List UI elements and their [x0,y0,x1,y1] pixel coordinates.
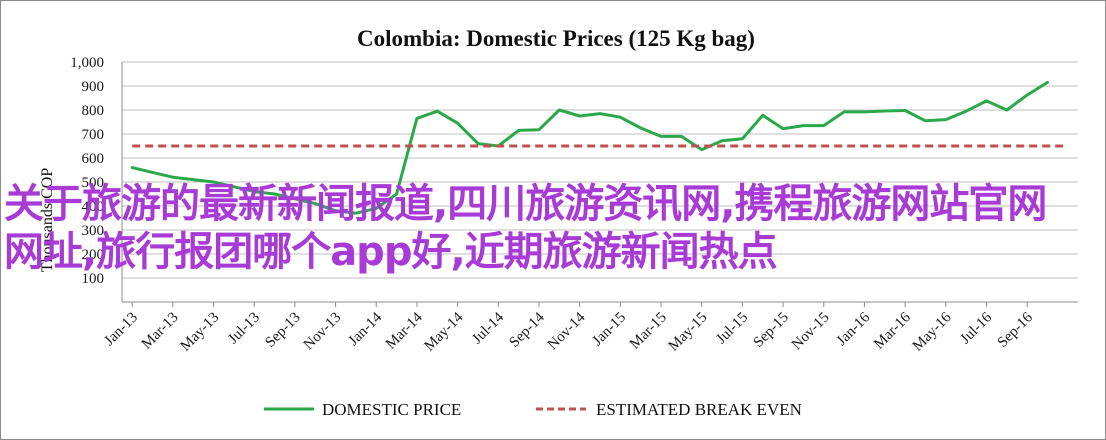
y-tick-label: 1,000 [70,55,104,71]
y-tick-label: 400 [82,199,105,215]
x-tick-label: Sep-15 [751,310,792,351]
x-tick-label: Nov-13 [301,310,345,354]
y-tick-label: 700 [82,127,105,143]
x-tick-label: Jul-14 [469,309,507,347]
x-tick-label: Sep-16 [995,309,1037,351]
x-tick-label: Jan-15 [590,310,630,350]
legend: DOMESTIC PRICE ESTIMATED BREAK EVEN [264,400,802,419]
x-tick-label: Jan-13 [101,310,141,350]
x-tick-label: Mar-13 [139,310,182,353]
overlay-caption: 关于旅游的最新新闻报道,四川旅游资讯网,携程旅游网站官网网址,旅行报团哪个app… [4,181,1047,275]
x-tick-label: Sep-13 [262,310,303,351]
legend-label: DOMESTIC PRICE [322,400,461,419]
x-tick-label: Nov-14 [545,309,589,353]
series-lines [130,80,1068,215]
x-tick-label: May-15 [666,310,711,355]
x-tick-label: Sep-14 [506,309,548,351]
y-tick-label: 600 [82,151,105,167]
x-tick-label: Jul-16 [957,309,995,347]
x-tick-label: Jul-13 [225,310,263,348]
series-line-domestic-price [130,80,1049,215]
y-axis-label: Thousands COP [39,168,56,273]
y-tick-label: 800 [82,103,105,119]
x-tick-label: Nov-15 [789,310,833,354]
y-tick-label: 100 [82,271,105,287]
y-tick-label: 500 [82,175,105,191]
x-tick-label: May-14 [422,309,467,354]
y-tick-label: 200 [82,247,105,263]
x-tick-label: Jan-14 [345,309,385,349]
y-tick-label: 300 [82,223,105,239]
legend-label: ESTIMATED BREAK EVEN [596,400,802,419]
y-tick-label: 900 [82,79,105,95]
x-tick-label: Mar-16 [871,309,914,352]
x-tick-label: Mar-15 [627,310,670,353]
x-tick-label: Mar-14 [383,309,426,352]
x-tick-label: May-13 [177,310,222,355]
x-tick-label: Jul-15 [713,310,751,348]
x-tick-label: May-16 [910,309,955,354]
gridlines [122,61,1078,279]
chart-title: Colombia: Domestic Prices (125 Kg bag) [357,26,755,51]
x-tick-label: Jan-16 [834,309,874,349]
